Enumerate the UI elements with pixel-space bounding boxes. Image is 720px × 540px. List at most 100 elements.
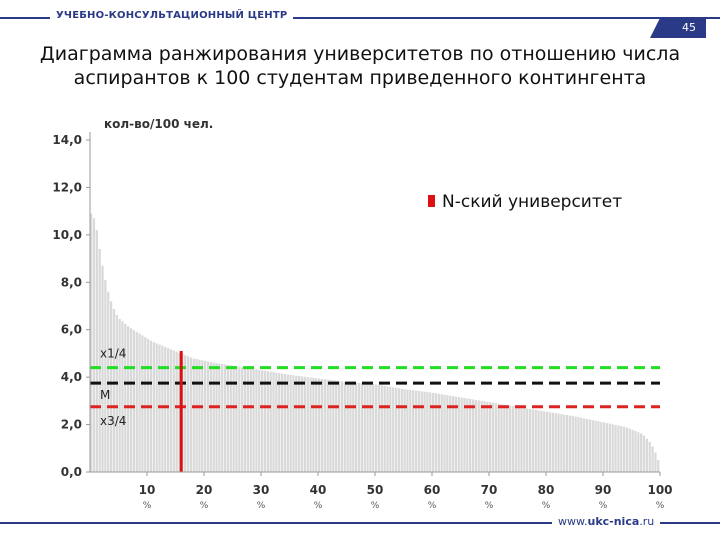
- bar: [300, 376, 304, 472]
- bar: [246, 368, 249, 472]
- bar: [594, 420, 597, 472]
- bar: [412, 390, 415, 472]
- bar: [511, 406, 515, 472]
- bar: [414, 390, 418, 472]
- bar: [651, 446, 654, 472]
- bar: [469, 398, 472, 472]
- bar: [434, 393, 438, 472]
- header-rule: [0, 17, 720, 19]
- y-tick-label: 0,0: [61, 465, 82, 479]
- bar: [631, 429, 634, 472]
- bar: [212, 362, 215, 472]
- bar: [400, 388, 403, 472]
- bar: [377, 384, 381, 472]
- bar: [380, 385, 383, 472]
- bar: [363, 383, 366, 472]
- bar: [406, 389, 409, 472]
- bar: [229, 365, 232, 472]
- bar: [340, 381, 344, 472]
- bar: [178, 352, 181, 472]
- bar: [269, 371, 272, 472]
- bar: [585, 418, 589, 472]
- x-tick-label: 10: [139, 483, 156, 497]
- bar: [451, 396, 455, 472]
- bar: [546, 411, 549, 472]
- bar: [164, 346, 167, 472]
- y-tick-label: 12,0: [52, 180, 82, 194]
- site-brand: ukc-nica: [587, 515, 640, 528]
- bar: [637, 432, 640, 472]
- bar: [329, 379, 332, 472]
- bar: [477, 400, 480, 472]
- bar: [446, 395, 449, 472]
- bar: [486, 401, 489, 472]
- bar: [118, 319, 121, 472]
- bar: [198, 359, 201, 472]
- bar: [540, 410, 543, 472]
- bar: [141, 335, 144, 472]
- x-tick-unit: %: [143, 501, 152, 511]
- x-tick-label: 30: [253, 483, 270, 497]
- x-tick-label: 40: [310, 483, 327, 497]
- bar: [346, 382, 349, 472]
- bar: [417, 390, 420, 472]
- bar: [642, 435, 646, 472]
- bar: [437, 393, 440, 472]
- bar: [508, 405, 512, 472]
- bar: [560, 414, 563, 472]
- site-link[interactable]: www.ukc-nica.ru: [552, 515, 661, 528]
- bar: [543, 411, 546, 472]
- bar: [603, 422, 606, 472]
- bar: [206, 361, 210, 472]
- bar: [466, 398, 469, 472]
- bar: [115, 314, 118, 472]
- legend-group: N-ский университет: [428, 192, 622, 212]
- bar: [574, 416, 577, 472]
- bar: [600, 421, 603, 472]
- bar: [312, 377, 315, 472]
- bar: [531, 409, 534, 472]
- bar: [654, 452, 657, 472]
- bar: [280, 373, 284, 472]
- bar: [286, 374, 289, 472]
- bar: [628, 428, 631, 472]
- title-line-2: аспирантов к 100 студентам приведенного …: [73, 67, 647, 89]
- bar: [620, 426, 623, 472]
- bar: [440, 394, 443, 472]
- legend-swatch: [428, 195, 435, 207]
- bar: [617, 425, 620, 472]
- bar: [605, 423, 609, 472]
- bar: [209, 362, 212, 472]
- bar: [372, 384, 375, 472]
- bar: [92, 218, 96, 472]
- bar: [175, 351, 178, 472]
- bar: [298, 376, 301, 472]
- bar: [255, 369, 258, 472]
- bar: [554, 413, 557, 472]
- bar: [657, 460, 660, 472]
- bar: [454, 396, 458, 472]
- legend-label: N-ский университет: [442, 192, 622, 212]
- bar: [184, 355, 187, 472]
- bar: [423, 391, 426, 472]
- x-tick-unit: %: [485, 501, 494, 511]
- bar: [537, 410, 540, 472]
- x-tick-label: 60: [424, 483, 441, 497]
- bar: [127, 326, 130, 472]
- bar: [223, 364, 227, 472]
- x-tick-label: 90: [595, 483, 612, 497]
- x-tick-label: 100: [647, 483, 672, 497]
- bar: [360, 383, 363, 472]
- bar: [480, 400, 483, 472]
- y-tick-label: 4,0: [61, 370, 82, 384]
- bar: [95, 230, 98, 472]
- bar: [129, 328, 133, 472]
- bar: [303, 376, 306, 472]
- footer-rule: [0, 522, 720, 524]
- bar: [443, 394, 446, 472]
- bar: [323, 379, 326, 472]
- bar: [577, 417, 580, 472]
- bar: [215, 363, 218, 472]
- bar: [648, 441, 651, 472]
